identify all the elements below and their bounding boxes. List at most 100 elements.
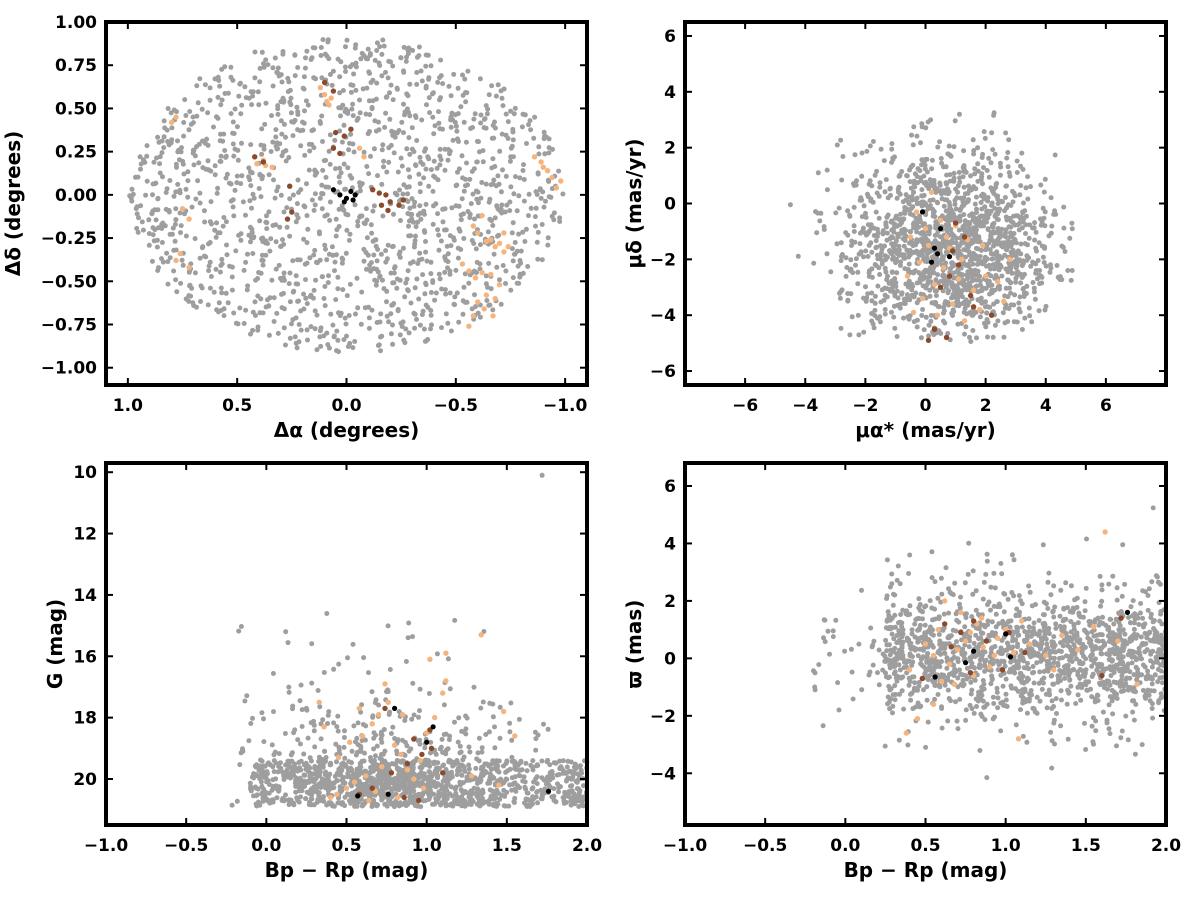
field-star-point [406, 184, 412, 190]
x-tick-label: 4 [1040, 396, 1052, 416]
field-star-point [185, 178, 191, 184]
field-star-point [985, 334, 990, 340]
field-star-point [255, 786, 261, 792]
field-star-point [215, 74, 221, 80]
field-star-point [353, 42, 359, 48]
field-star-point [979, 171, 985, 177]
field-star-point [870, 139, 876, 144]
field-star-point [462, 768, 468, 774]
field-star-point [869, 290, 875, 296]
field-star-point [486, 92, 492, 98]
field-star-point [221, 313, 227, 319]
field-star-point [340, 780, 346, 786]
member-point [387, 199, 393, 205]
field-star-point [944, 281, 950, 287]
field-star-point [445, 251, 451, 257]
field-star-point [234, 173, 240, 179]
member-point [417, 757, 423, 764]
field-star-point [384, 288, 390, 294]
field-star-point [301, 120, 307, 126]
field-star-point [970, 309, 976, 315]
field-star-point [971, 148, 977, 153]
field-star-point [318, 343, 324, 349]
member-point [979, 242, 986, 249]
field-star-point [373, 766, 379, 772]
field-star-point [369, 689, 375, 695]
field-star-point [879, 250, 884, 256]
field-star-point [966, 249, 972, 255]
field-star-point [223, 175, 229, 181]
field-star-point [239, 748, 245, 754]
field-star-point [227, 263, 233, 269]
field-star-point [984, 310, 990, 316]
field-star-point [511, 191, 517, 197]
field-star-point [419, 117, 425, 123]
field-star-point [487, 771, 493, 777]
field-star-point [342, 728, 347, 734]
member-point [427, 656, 433, 662]
member-point [284, 216, 291, 222]
field-star-point [477, 76, 483, 82]
y-tick-label: 2 [664, 139, 676, 159]
member-point [952, 220, 959, 226]
field-star-point [342, 186, 348, 192]
field-star-point [395, 308, 401, 314]
field-star-point [421, 326, 427, 332]
field-star-point [884, 277, 890, 283]
field-star-point [517, 258, 523, 263]
member-point [907, 234, 914, 240]
field-star-point [1024, 739, 1030, 745]
field-star-point [488, 766, 494, 772]
field-star-point [500, 263, 506, 268]
field-star-point [303, 55, 308, 61]
field-star-point [458, 787, 464, 793]
field-star-point [408, 786, 414, 792]
field-star-point [561, 800, 567, 806]
field-star-point [304, 240, 310, 246]
field-star-point [242, 698, 248, 704]
field-star-point [407, 174, 413, 180]
x-tick-label: 0 [920, 396, 932, 416]
field-star-point [172, 221, 178, 227]
field-star-point [874, 234, 880, 239]
field-star-point [423, 83, 429, 89]
field-star-point [386, 159, 392, 165]
field-star-point [460, 72, 465, 78]
field-star-point [956, 303, 962, 309]
field-star-point [368, 755, 373, 760]
field-star-point [381, 769, 387, 775]
field-star-point [416, 44, 422, 50]
field-star-point [517, 175, 523, 181]
field-star-point [492, 724, 497, 730]
field-star-point [441, 762, 447, 768]
field-star-point [357, 763, 363, 769]
field-star-point [423, 201, 429, 207]
field-star-point [925, 183, 931, 188]
member-point [479, 269, 485, 276]
field-star-point [279, 79, 285, 85]
x-tick-label: −0.5 [434, 396, 478, 416]
member-point [955, 276, 962, 282]
x-tick-label: 1.5 [492, 836, 522, 856]
field-star-point [834, 142, 840, 148]
field-star-point [1048, 262, 1053, 268]
field-star-point [354, 275, 360, 281]
field-star-point [443, 227, 449, 233]
member-point [475, 230, 481, 236]
field-star-point [371, 746, 377, 752]
field-star-point [444, 243, 450, 249]
field-star-point [280, 51, 286, 57]
field-star-point [309, 786, 315, 792]
field-star-point [435, 792, 441, 798]
field-star-point [882, 189, 888, 195]
field-star-point [316, 754, 322, 760]
field-star-point [438, 73, 444, 79]
field-star-point [321, 158, 327, 164]
field-star-point [934, 186, 940, 192]
field-star-point [522, 239, 528, 244]
member-point [544, 168, 551, 174]
field-star-point [999, 226, 1005, 232]
field-star-point [383, 94, 389, 100]
field-star-point [397, 254, 403, 260]
field-star-point [435, 79, 441, 85]
